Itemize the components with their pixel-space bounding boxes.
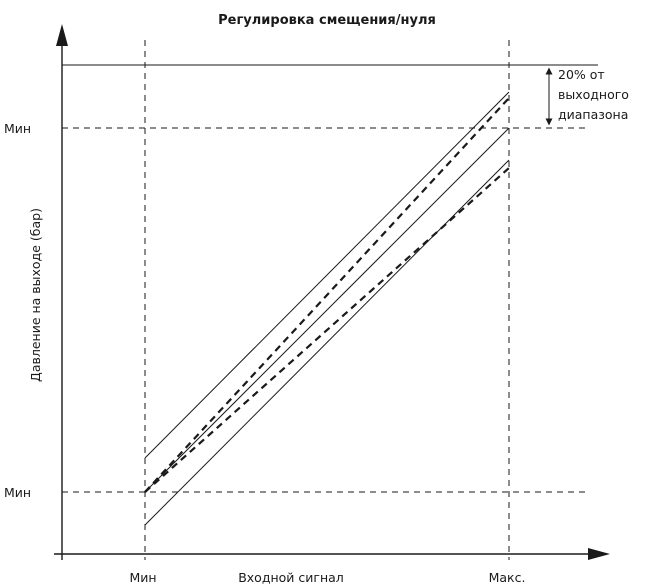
solid-line-upper: [144, 91, 510, 459]
y-tick-bottom-min: Мин: [4, 485, 31, 500]
y-axis-label: Давление на выходе (бар): [28, 208, 43, 382]
solid-line-nominal: [144, 127, 510, 493]
dashed-line-shallow: [144, 167, 510, 493]
diagram-title: Регулировка смещения/нуля: [218, 13, 436, 28]
solid-line-lower: [144, 159, 510, 526]
range-note-line1: 20% от: [558, 67, 605, 82]
range-note-line2: выходного: [558, 87, 629, 102]
characteristic-lines: [144, 91, 510, 526]
axes: [54, 24, 610, 560]
x-tick-max: Макс.: [489, 570, 526, 585]
x-tick-min: Мин: [129, 570, 156, 585]
y-axis-arrowhead: [56, 24, 68, 46]
dashed-line-steep: [144, 97, 510, 493]
guide-lines: [62, 40, 598, 560]
range-indicator: 20% от выходного диапазона: [545, 67, 629, 126]
y-tick-top-min: Мин: [4, 121, 31, 136]
x-axis-arrowhead: [588, 548, 610, 560]
x-axis-label: Входной сигнал: [238, 570, 344, 585]
range-note-line3: диапазона: [558, 107, 628, 122]
